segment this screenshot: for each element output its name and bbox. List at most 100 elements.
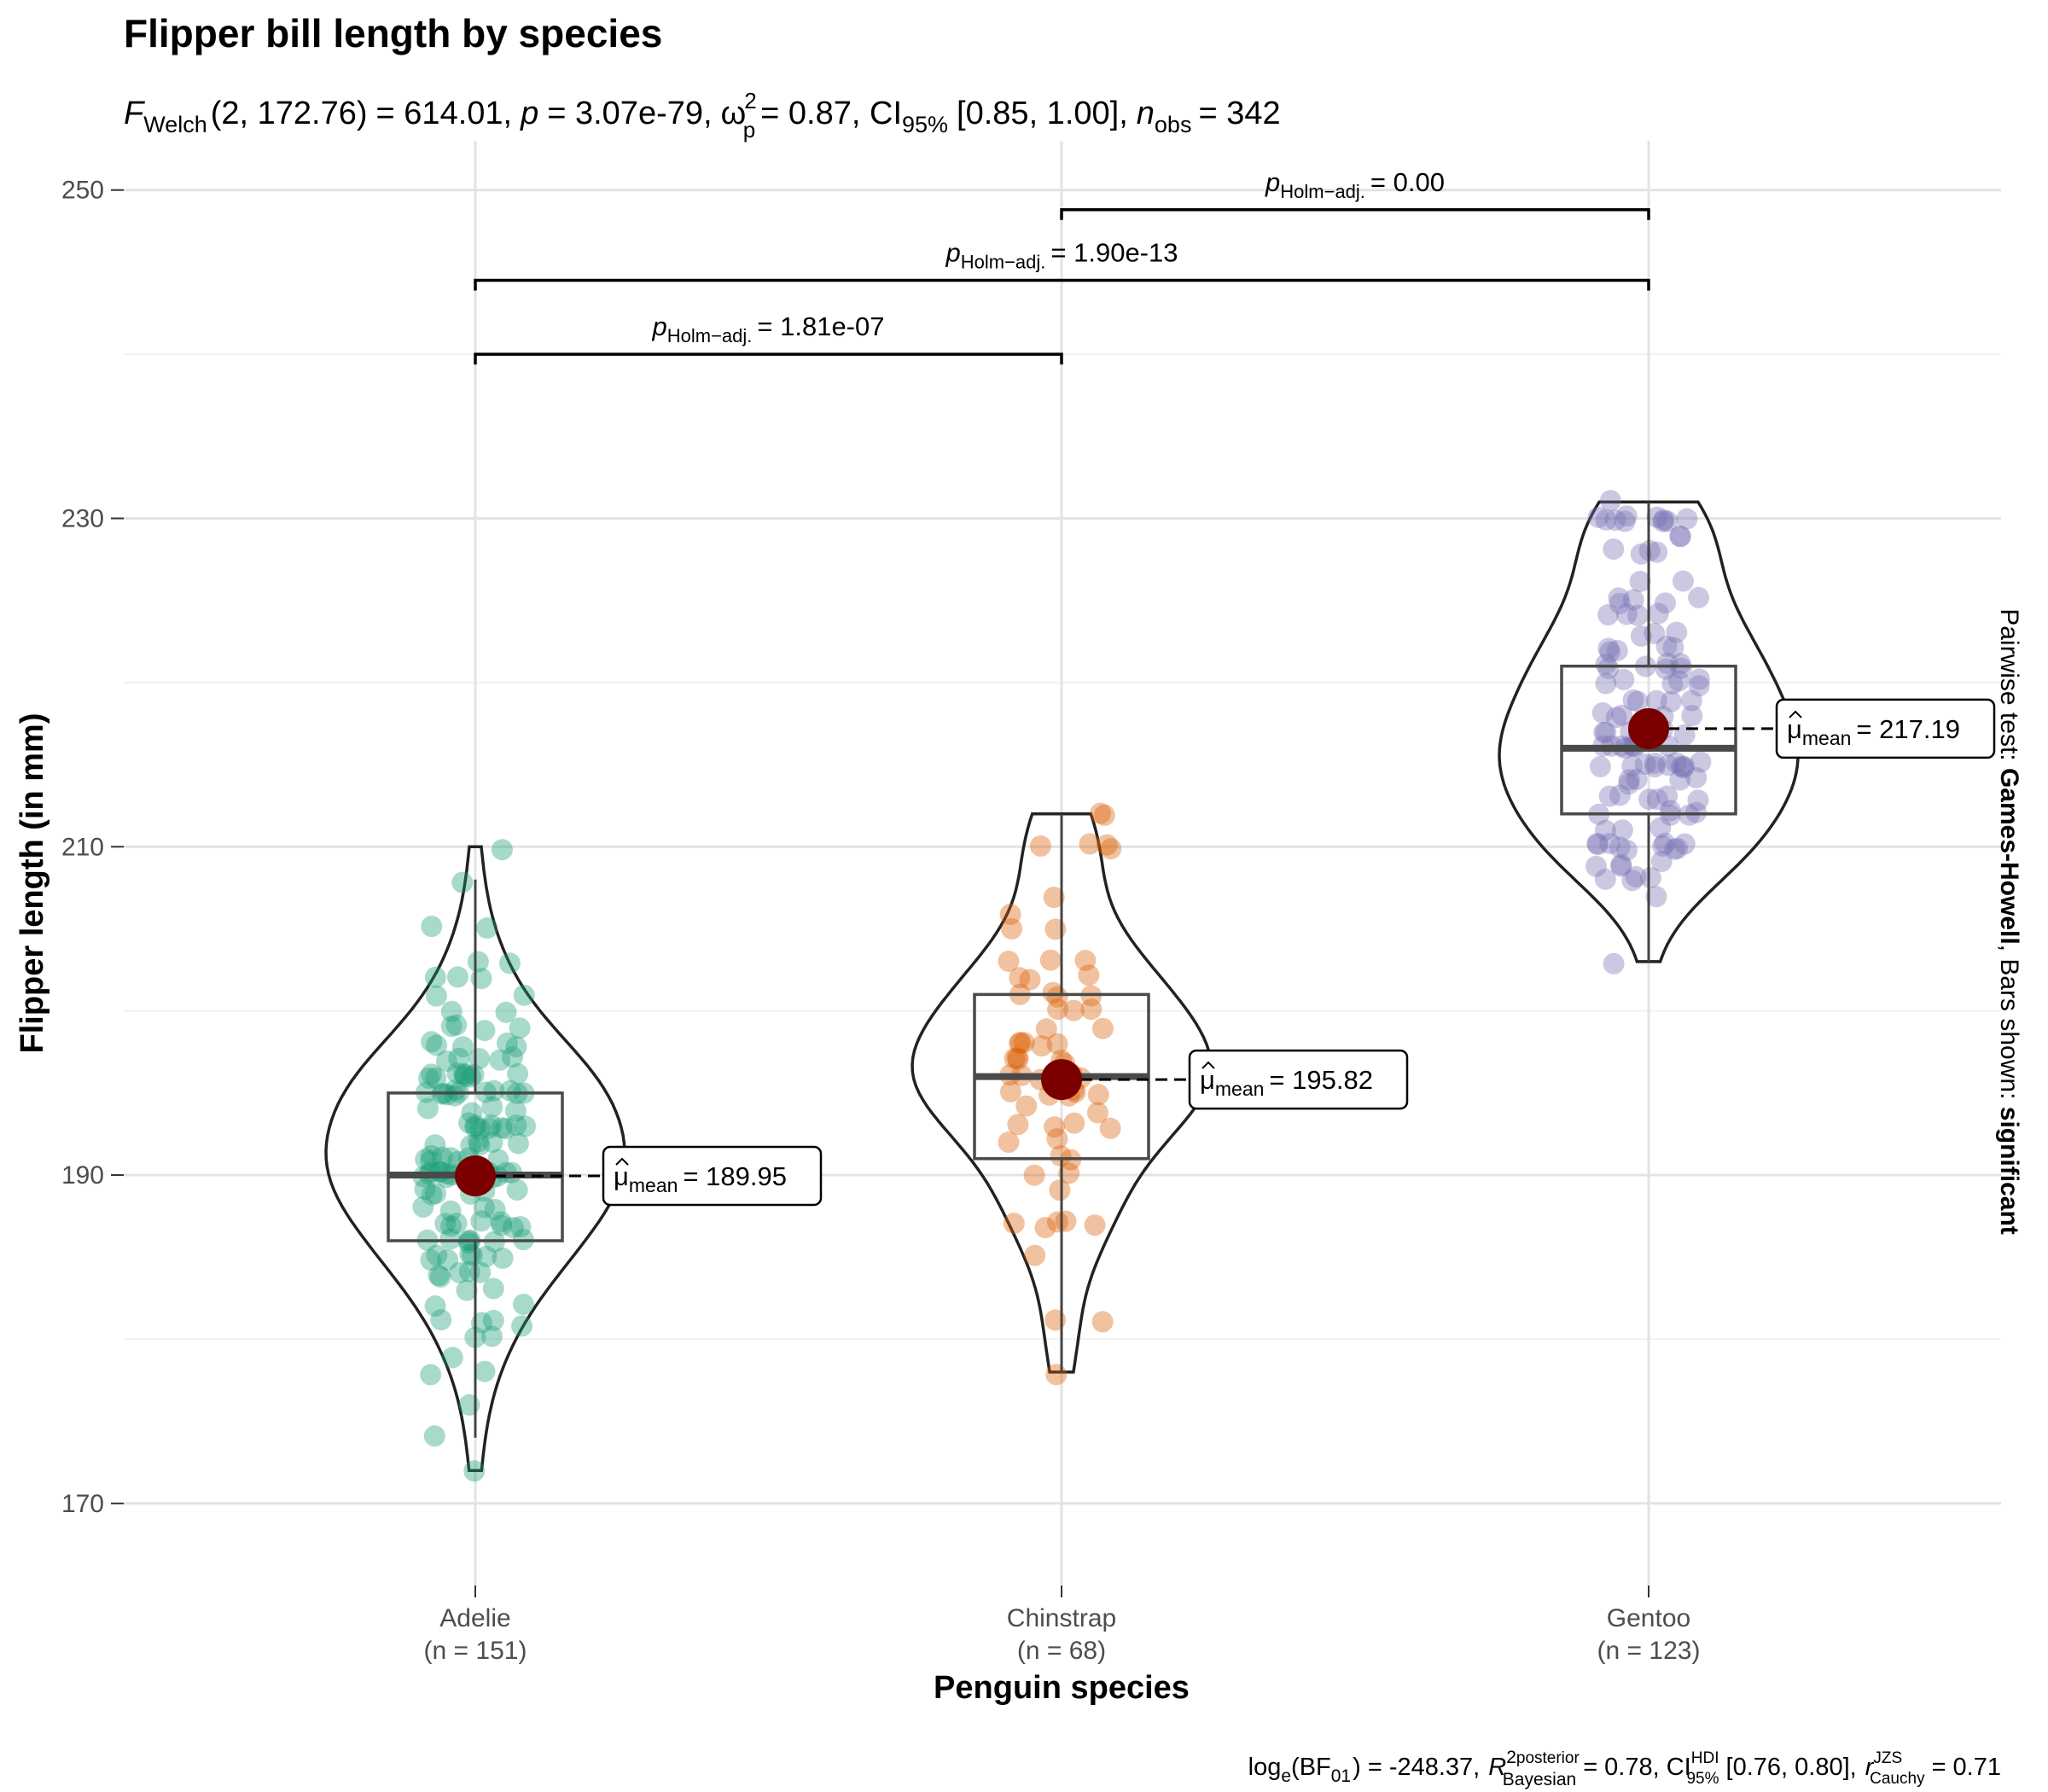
subtitle-f-value: = 614.01, (376, 96, 513, 131)
point-gentoo-29 (1646, 788, 1668, 811)
point-gentoo-17 (1586, 832, 1609, 854)
pairwise-label-0: pHolm−adj. = 1.81e-07 (651, 311, 884, 346)
point-adelie-123 (448, 1047, 470, 1069)
point-gentoo-38 (1673, 757, 1695, 779)
point-gentoo-68 (1660, 690, 1682, 713)
point-adelie-2 (458, 1393, 480, 1416)
pairwise-label-1: pHolm−adj. = 1.90e-13 (945, 238, 1178, 273)
point-gentoo-57 (1595, 721, 1617, 743)
point-adelie-97 (461, 1102, 483, 1124)
point-adelie-128 (497, 1032, 518, 1054)
point-gentoo-63 (1681, 705, 1703, 727)
mean-point-adelie (455, 1155, 496, 1196)
point-gentoo-12 (1599, 832, 1621, 854)
point-gentoo-14 (1654, 832, 1676, 854)
point-gentoo-2 (1621, 870, 1644, 892)
point-adelie-129 (421, 1031, 443, 1053)
mean-label-mu-gentoo: μ (1787, 714, 1802, 744)
point-chinstrap-60 (1043, 887, 1065, 909)
point-gentoo-64 (1611, 704, 1633, 726)
point-gentoo-115 (1604, 509, 1626, 531)
point-adelie-92 (480, 1114, 503, 1136)
point-adelie-94 (464, 1114, 486, 1137)
subtitle-ci-value: [0.85, 1.00], (957, 96, 1128, 131)
point-gentoo-44 (1673, 755, 1696, 777)
point-gentoo-78 (1667, 670, 1690, 692)
point-adelie-34 (439, 1228, 462, 1250)
x-tick-label-0: Adelie (439, 1604, 510, 1632)
pairwise-bracket-1 (474, 278, 1650, 291)
pairwise-value-0: = 1.81e-07 (757, 311, 884, 341)
point-gentoo-32 (1656, 785, 1679, 807)
point-gentoo-34 (1626, 768, 1648, 790)
mean-label-box-chinstrap (1188, 1049, 1409, 1110)
point-chinstrap-32 (1004, 1047, 1026, 1069)
caption-r-sup: 2 (1506, 1748, 1516, 1767)
point-adelie-126 (505, 1036, 527, 1058)
point-adelie-147 (492, 839, 513, 861)
point-gentoo-7 (1650, 851, 1673, 872)
point-adelie-8 (482, 1309, 504, 1331)
point-chinstrap-6 (1084, 1214, 1106, 1236)
point-adelie-101 (445, 1079, 467, 1101)
point-adelie-143 (467, 951, 489, 973)
point-adelie-83 (507, 1132, 529, 1155)
point-gentoo-42 (1644, 752, 1667, 774)
point-adelie-130 (426, 1034, 448, 1056)
point-gentoo-93 (1666, 621, 1688, 643)
mean-label-sub-gentoo: mean (1802, 727, 1852, 749)
point-gentoo-45 (1657, 754, 1679, 777)
point-gentoo-72 (1626, 690, 1649, 713)
point-gentoo-70 (1645, 689, 1667, 712)
point-adelie-26 (426, 1244, 448, 1266)
point-gentoo-31 (1609, 784, 1631, 806)
mean-label-adelie: μmean = 189.95 (614, 1161, 787, 1196)
pairwise-p-0: p (651, 311, 666, 341)
point-adelie-36 (440, 1215, 462, 1237)
point-gentoo-122 (1667, 837, 1689, 859)
point-adelie-81 (424, 1134, 446, 1156)
x-tick-label-2: Gentoo (1607, 1604, 1690, 1632)
point-gentoo-97 (1647, 602, 1669, 625)
point-gentoo-95 (1597, 603, 1620, 625)
point-gentoo-36 (1685, 766, 1708, 788)
point-gentoo-102 (1688, 586, 1710, 608)
point-chinstrap-10 (1023, 1164, 1045, 1186)
point-gentoo-41 (1644, 756, 1666, 778)
point-chinstrap-24 (999, 1080, 1021, 1103)
point-adelie-76 (431, 1146, 453, 1168)
pairwise-p-2: p (1265, 167, 1280, 197)
point-adelie-10 (430, 1309, 452, 1331)
caption-bf-value: ) = -248.37, (1353, 1754, 1480, 1781)
point-gentoo-89 (1606, 639, 1628, 661)
point-adelie-113 (454, 1066, 476, 1088)
point-chinstrap-41 (1046, 1033, 1068, 1055)
point-adelie-0 (463, 1460, 486, 1482)
point-adelie-93 (491, 1117, 513, 1139)
chart-caption: loge(BF01) = -248.37, R2posterior Bayesian… (1248, 1748, 2001, 1789)
point-adelie-114 (446, 1062, 468, 1085)
point-gentoo-99 (1622, 589, 1644, 611)
point-chinstrap-35 (1007, 1048, 1029, 1070)
point-gentoo-19 (1649, 817, 1672, 839)
point-gentoo-11 (1673, 833, 1696, 855)
caption-bf: (BF (1291, 1754, 1331, 1781)
point-chinstrap-51 (1019, 969, 1041, 991)
point-gentoo-75 (1595, 672, 1617, 695)
point-adelie-124 (489, 1049, 511, 1071)
point-chinstrap-45 (1080, 998, 1103, 1021)
y-tick-label-4: 250 (61, 177, 104, 205)
point-adelie-72 (487, 1149, 509, 1171)
point-gentoo-1 (1645, 886, 1667, 908)
mean-label-sub-adelie: mean (629, 1174, 678, 1196)
point-adelie-111 (421, 1063, 442, 1085)
point-adelie-77 (415, 1149, 437, 1171)
point-gentoo-112 (1614, 510, 1636, 532)
point-gentoo-91 (1630, 625, 1652, 647)
side-label-middle: , Bars shown: (1995, 945, 2023, 1107)
mean-hat-chinstrap (1201, 1061, 1215, 1069)
pairwise-value-1: = 1.90e-13 (1050, 238, 1178, 268)
point-adelie-139 (446, 966, 468, 988)
